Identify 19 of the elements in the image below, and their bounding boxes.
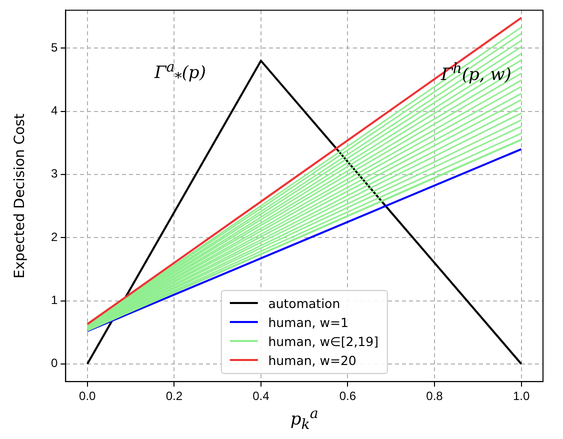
annotation: Γ$^{a}$$_{*}$(p) <box>154 60 206 87</box>
x-tick-label: 0.0 <box>79 389 96 404</box>
y-axis-title: Expected Decision Cost <box>12 113 28 278</box>
y-tick-label: 0 <box>50 356 58 370</box>
legend-label: human, w=1 <box>267 314 350 332</box>
x-tick-label: 1.0 <box>512 389 530 404</box>
y-tick-label: 4 <box>50 104 58 118</box>
x-tick-label: 0.4 <box>252 389 270 404</box>
x-tick-label: 0.8 <box>426 389 444 404</box>
y-tick-label: 1 <box>50 293 58 308</box>
x-tick-label: 0.2 <box>166 389 183 404</box>
legend-label: automation <box>267 294 342 313</box>
annotation: Γ$^{h}$(p, w) <box>440 62 512 86</box>
y-tick-label: 2 <box>50 230 58 244</box>
y-tick-label: 3 <box>50 166 58 181</box>
legend-label: human, w∈[2,19] <box>267 332 378 351</box>
x-tick-label: 0.6 <box>339 389 356 404</box>
legend-label: human, w=20 <box>267 352 358 370</box>
y-tick-label: 5 <box>50 40 58 54</box>
